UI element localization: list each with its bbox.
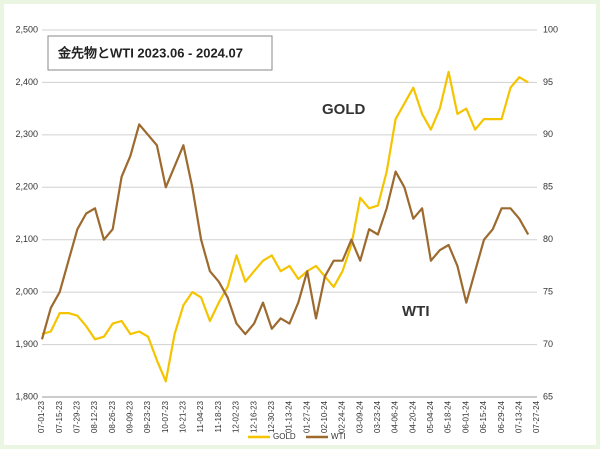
chart-title: 金先物とWTI 2023.06 - 2024.07	[57, 45, 243, 60]
x-tick-label: 12-30-23	[267, 400, 276, 433]
y-tick-label: 2,200	[15, 182, 38, 192]
series-line	[40, 123, 530, 340]
x-tick-label: 07-27-24	[532, 400, 541, 433]
legend-label: WTI	[331, 432, 346, 441]
x-tick-label: 04-20-24	[408, 400, 417, 433]
annotation: WTI	[402, 303, 430, 320]
x-tick-label: 06-15-24	[479, 400, 488, 433]
x-tick-label: 07-29-23	[72, 400, 81, 433]
x-tick-label: 03-23-24	[373, 400, 382, 433]
x-tick-label: 01-13-24	[285, 400, 294, 433]
y2-tick-label: 85	[543, 182, 553, 192]
x-tick-label: 11-04-23	[196, 400, 205, 432]
x-tick-label: 01-27-24	[302, 400, 311, 433]
series-line	[41, 70, 529, 383]
x-tick-label: 10-21-23	[179, 400, 188, 433]
x-tick-label: 10-07-23	[161, 400, 170, 433]
x-tick-label: 05-18-24	[444, 400, 453, 433]
y-tick-label: 2,300	[15, 129, 38, 139]
y2-tick-label: 65	[543, 391, 553, 401]
title-box	[47, 35, 273, 71]
x-tick-label: 03-09-24	[355, 400, 364, 433]
y-tick-label: 2,000	[15, 287, 38, 297]
y2-tick-label: 95	[543, 77, 553, 87]
y2-tick-label: 75	[543, 287, 553, 297]
x-tick-label: 06-29-24	[497, 400, 506, 433]
x-tick-label: 07-15-23	[55, 400, 64, 433]
x-tick-label: 12-16-23	[249, 400, 258, 433]
annotation: GOLD	[322, 101, 365, 118]
y-tick-label: 1,800	[15, 391, 38, 401]
y-tick-label: 2,400	[15, 77, 38, 87]
y-tick-label: 1,900	[15, 339, 38, 349]
y2-tick-label: 80	[543, 234, 553, 244]
y2-tick-label: 70	[543, 339, 553, 349]
x-tick-label: 06-01-24	[461, 400, 470, 433]
x-tick-label: 05-04-24	[426, 400, 435, 433]
y-tick-label: 2,500	[15, 24, 38, 34]
x-tick-label: 07-01-23	[37, 400, 46, 433]
x-tick-label: 04-06-24	[391, 400, 400, 433]
x-tick-label: 09-23-23	[143, 400, 152, 433]
x-tick-label: 02-24-24	[338, 400, 347, 433]
chart-area	[4, 4, 596, 445]
y2-tick-label: 90	[543, 129, 553, 139]
x-tick-label: 07-13-24	[514, 400, 523, 433]
y2-tick-label: 100	[543, 24, 558, 34]
x-tick-label: 02-10-24	[320, 400, 329, 433]
x-tick-label: 08-26-23	[108, 400, 117, 433]
legend-label: GOLD	[273, 432, 296, 441]
x-tick-label: 09-09-23	[126, 400, 135, 433]
x-tick-label: 08-12-23	[90, 400, 99, 433]
y-tick-label: 2,100	[15, 234, 38, 244]
x-tick-label: 11-18-23	[214, 400, 223, 432]
x-tick-label: 12-02-23	[232, 400, 241, 433]
